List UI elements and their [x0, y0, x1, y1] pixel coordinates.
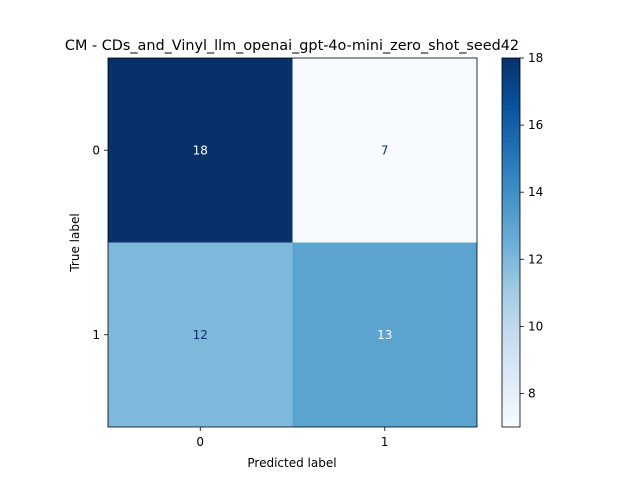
colorbar-tick-label: 8	[528, 386, 536, 400]
colorbar-tick-label: 16	[528, 118, 543, 132]
colorbar-frame	[501, 57, 521, 428]
chart-title: CM - CDs_and_Vinyl_llm_openai_gpt-4o-min…	[65, 38, 519, 54]
heatmap-cell	[292, 58, 477, 243]
colorbar-gradient	[502, 58, 520, 427]
cell-value-label: 13	[377, 328, 392, 342]
colorbar: 8 10 12 14 16 18	[501, 51, 543, 428]
colorbar-tick-label: 10	[528, 319, 543, 333]
heatmap-cell	[108, 242, 293, 427]
y-tick-label: 0	[92, 143, 100, 157]
x-tick-label: 1	[381, 435, 389, 449]
cell-value-label: 12	[193, 328, 208, 342]
plot-frame	[107, 57, 478, 428]
y-tick-label: 1	[92, 328, 100, 342]
x-tick-label: 0	[196, 435, 204, 449]
colorbar-tick-label: 18	[528, 51, 543, 65]
heatmap-cell	[292, 242, 477, 427]
y-axis-label: True label	[68, 213, 82, 272]
cell-value-label: 7	[381, 143, 389, 157]
cell-value-label: 18	[193, 143, 208, 157]
y-axis-ticks: 01	[92, 143, 108, 342]
x-axis-label: Predicted label	[247, 456, 336, 470]
heatmap-cell	[108, 58, 293, 243]
colorbar-tick-label: 12	[528, 252, 543, 266]
heatmap-cells: 18 7 12 13	[108, 58, 477, 427]
colorbar-tick-label: 14	[528, 185, 543, 199]
